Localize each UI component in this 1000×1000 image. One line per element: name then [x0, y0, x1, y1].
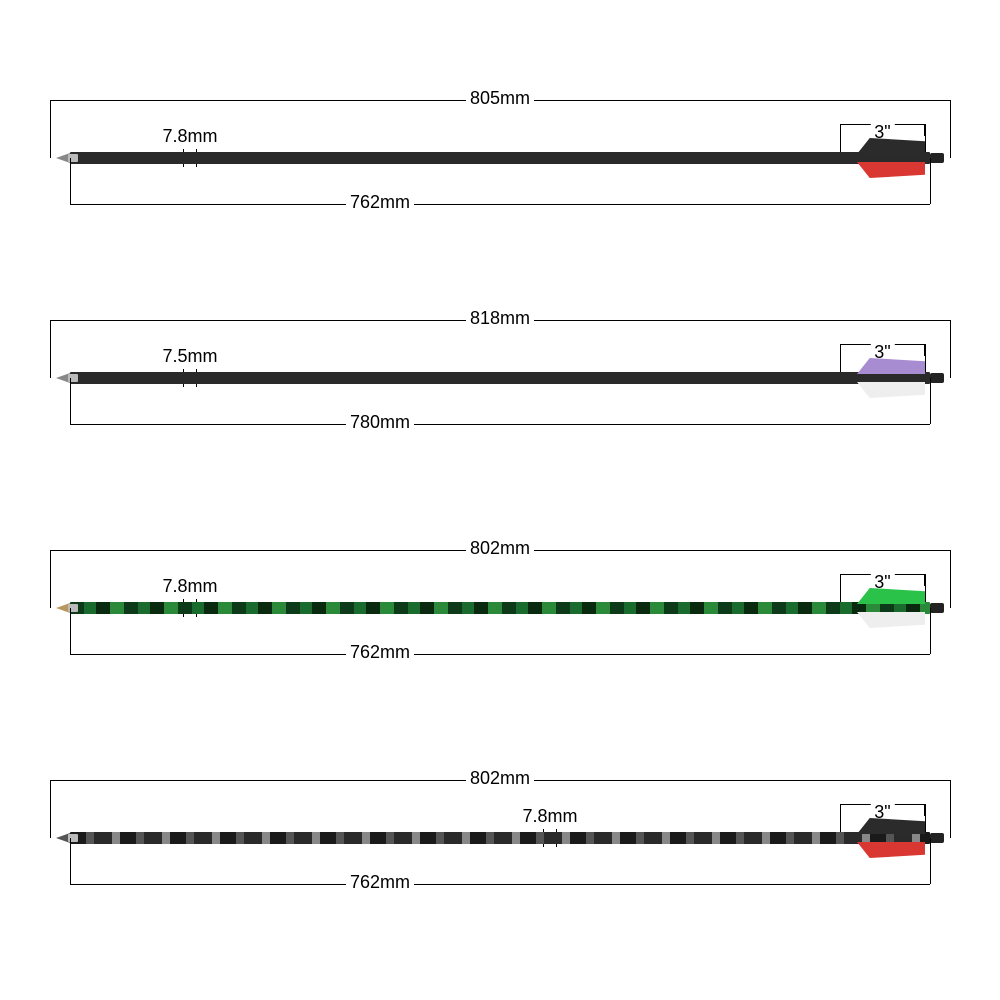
arrow-spec-3: 802mm3"7.8mm762mm — [30, 540, 970, 680]
dim-tick — [840, 124, 841, 154]
shaft-length-line — [70, 204, 930, 205]
total-length-label: 818mm — [466, 308, 534, 329]
dim-tick — [840, 574, 841, 604]
shaft-length-line — [70, 424, 930, 425]
dim-tick — [930, 378, 931, 424]
dim-tick — [70, 158, 71, 204]
arrow-shaft — [70, 602, 930, 614]
vane-bottom — [840, 842, 925, 858]
arrow-shaft — [70, 152, 930, 164]
dim-tick — [950, 320, 951, 378]
dim-tick — [925, 124, 926, 154]
vane-bottom — [840, 612, 925, 628]
shaft-length-line — [70, 884, 930, 885]
shaft-length-label: 762mm — [346, 642, 414, 663]
arrow-nock — [930, 153, 944, 163]
arrow-nock — [930, 373, 944, 383]
shaft-length-label: 762mm — [346, 192, 414, 213]
total-length-label: 802mm — [466, 768, 534, 789]
diameter-label: 7.5mm — [158, 346, 221, 367]
arrow-nock — [930, 603, 944, 613]
dim-tick — [50, 320, 51, 378]
shaft-length-label: 762mm — [346, 872, 414, 893]
diameter-label: 7.8mm — [518, 806, 581, 827]
shaft-length-line — [70, 654, 930, 655]
dim-tick — [930, 838, 931, 884]
dim-tick — [925, 804, 926, 834]
dim-tick — [930, 608, 931, 654]
arrow-spec-4: 802mm3"7.8mm762mm — [30, 770, 970, 910]
dim-tick — [925, 574, 926, 604]
dim-tick — [70, 608, 71, 654]
dim-tick — [50, 780, 51, 838]
dim-tick — [840, 344, 841, 374]
diameter-label: 7.8mm — [158, 126, 221, 147]
dim-tick — [70, 838, 71, 884]
dim-tick — [950, 100, 951, 158]
diameter-label: 7.8mm — [158, 576, 221, 597]
dim-tick — [925, 344, 926, 374]
dim-tick — [950, 780, 951, 838]
arrow-nock — [930, 833, 944, 843]
vane-bottom — [840, 162, 925, 178]
shaft-length-label: 780mm — [346, 412, 414, 433]
total-length-label: 802mm — [466, 538, 534, 559]
dim-tick — [50, 100, 51, 158]
vane-bottom — [840, 382, 925, 398]
dim-tick — [930, 158, 931, 204]
dim-tick — [50, 550, 51, 608]
arrow-shaft — [70, 832, 930, 844]
arrow-shaft — [70, 372, 930, 384]
dim-tick — [70, 378, 71, 424]
dim-tick — [840, 804, 841, 834]
dim-tick — [950, 550, 951, 608]
arrow-spec-2: 818mm3"7.5mm780mm — [30, 310, 970, 450]
arrow-spec-1: 805mm3"7.8mm762mm — [30, 90, 970, 230]
total-length-label: 805mm — [466, 88, 534, 109]
